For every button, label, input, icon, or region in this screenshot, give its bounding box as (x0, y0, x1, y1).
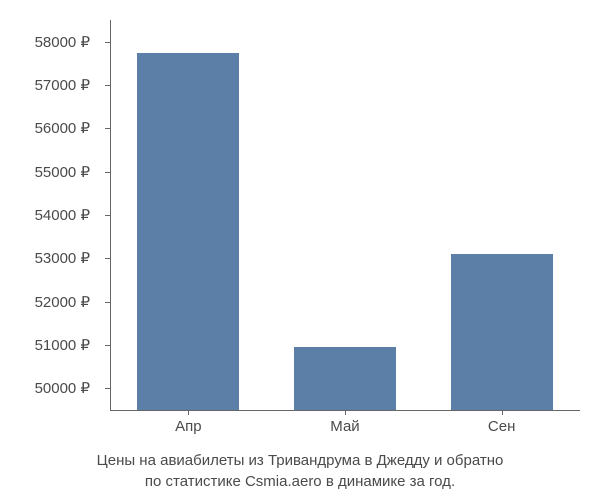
y-axis-label: 50000 ₽ (35, 379, 90, 397)
chart-caption: Цены на авиабилеты из Тривандрума в Джед… (0, 450, 600, 492)
caption-line-1: Цены на авиабилеты из Тривандрума в Джед… (0, 450, 600, 471)
y-axis-tick (105, 42, 110, 43)
y-axis-label: 53000 ₽ (35, 249, 90, 267)
x-axis-tick (502, 410, 503, 415)
y-axis-label: 57000 ₽ (35, 76, 90, 94)
bar (294, 347, 396, 410)
y-axis-tick (105, 215, 110, 216)
x-axis-label: Май (330, 418, 359, 435)
y-axis-label: 55000 ₽ (35, 163, 90, 181)
y-axis-label: 56000 ₽ (35, 119, 90, 137)
y-axis-label: 58000 ₽ (35, 33, 90, 51)
x-axis-label: Апр (175, 418, 201, 435)
bar (451, 254, 553, 410)
y-axis-tick (105, 128, 110, 129)
plot-area (110, 20, 580, 410)
y-axis-tick (105, 388, 110, 389)
x-axis-tick (345, 410, 346, 415)
y-axis-tick (105, 258, 110, 259)
caption-line-2: по статистике Csmia.aero в динамике за г… (0, 471, 600, 492)
x-axis-labels: Апр Май Сен (110, 418, 580, 443)
y-axis-tick (105, 85, 110, 86)
y-axis-tick (105, 345, 110, 346)
y-axis-labels: 50000 ₽ 51000 ₽ 52000 ₽ 53000 ₽ 54000 ₽ 55000… (0, 20, 100, 410)
y-axis-label: 52000 ₽ (35, 293, 90, 311)
bar (137, 53, 239, 411)
y-axis-label: 51000 ₽ (35, 336, 90, 354)
x-axis-tick (188, 410, 189, 415)
x-axis-label: Сен (488, 418, 515, 435)
y-axis-tick (105, 172, 110, 173)
y-axis-tick (105, 302, 110, 303)
price-bar-chart: 50000 ₽ 51000 ₽ 52000 ₽ 53000 ₽ 54000 ₽ 55000… (0, 0, 600, 500)
y-axis-label: 54000 ₽ (35, 206, 90, 224)
